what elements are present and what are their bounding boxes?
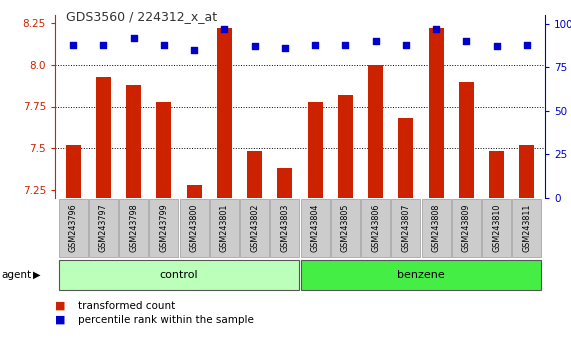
- FancyBboxPatch shape: [300, 260, 541, 290]
- Bar: [217, 28, 232, 354]
- FancyBboxPatch shape: [331, 199, 360, 257]
- Bar: [519, 145, 534, 354]
- Bar: [338, 95, 353, 354]
- Bar: [278, 168, 292, 354]
- Bar: [368, 65, 383, 354]
- FancyBboxPatch shape: [361, 199, 390, 257]
- Text: agent: agent: [1, 270, 31, 280]
- Text: transformed count: transformed count: [78, 301, 175, 311]
- Text: GSM243796: GSM243796: [69, 204, 78, 252]
- Text: GSM243798: GSM243798: [129, 204, 138, 252]
- Point: [492, 44, 501, 49]
- FancyBboxPatch shape: [391, 199, 420, 257]
- Bar: [126, 85, 141, 354]
- Text: GSM243800: GSM243800: [190, 204, 199, 252]
- Point: [99, 42, 108, 47]
- Text: ▶: ▶: [33, 270, 41, 280]
- FancyBboxPatch shape: [180, 199, 208, 257]
- Bar: [247, 152, 262, 354]
- Text: GSM243808: GSM243808: [432, 204, 441, 252]
- Text: GSM243811: GSM243811: [522, 204, 532, 252]
- Bar: [187, 185, 202, 354]
- Point: [401, 42, 411, 47]
- Text: benzene: benzene: [397, 270, 445, 280]
- Text: GSM243807: GSM243807: [401, 204, 411, 252]
- FancyBboxPatch shape: [210, 199, 239, 257]
- Bar: [66, 145, 81, 354]
- Point: [311, 42, 320, 47]
- FancyBboxPatch shape: [421, 199, 451, 257]
- Point: [159, 42, 168, 47]
- Point: [190, 47, 199, 53]
- Text: GSM243805: GSM243805: [341, 204, 350, 252]
- Text: GDS3560 / 224312_x_at: GDS3560 / 224312_x_at: [66, 10, 218, 23]
- Point: [371, 38, 380, 44]
- Bar: [429, 28, 444, 354]
- FancyBboxPatch shape: [59, 199, 88, 257]
- Text: GSM243810: GSM243810: [492, 204, 501, 252]
- FancyBboxPatch shape: [452, 199, 481, 257]
- Text: ■: ■: [55, 315, 66, 325]
- Bar: [459, 81, 474, 354]
- Point: [462, 38, 471, 44]
- Point: [432, 26, 441, 32]
- Point: [220, 26, 229, 32]
- Point: [250, 44, 259, 49]
- Text: GSM243809: GSM243809: [462, 204, 471, 252]
- Text: control: control: [160, 270, 198, 280]
- Text: GSM243803: GSM243803: [280, 204, 289, 252]
- Point: [129, 35, 138, 40]
- FancyBboxPatch shape: [300, 199, 329, 257]
- FancyBboxPatch shape: [89, 199, 118, 257]
- Text: GSM243799: GSM243799: [159, 204, 168, 252]
- Text: GSM243797: GSM243797: [99, 204, 108, 252]
- FancyBboxPatch shape: [270, 199, 299, 257]
- Bar: [156, 102, 171, 354]
- Text: GSM243802: GSM243802: [250, 204, 259, 252]
- FancyBboxPatch shape: [482, 199, 511, 257]
- FancyBboxPatch shape: [59, 260, 299, 290]
- Bar: [308, 102, 323, 354]
- Bar: [399, 118, 413, 354]
- FancyBboxPatch shape: [119, 199, 148, 257]
- Bar: [489, 152, 504, 354]
- Text: percentile rank within the sample: percentile rank within the sample: [78, 315, 254, 325]
- Point: [280, 45, 289, 51]
- Point: [522, 42, 532, 47]
- Text: GSM243806: GSM243806: [371, 204, 380, 252]
- Text: GSM243801: GSM243801: [220, 204, 229, 252]
- FancyBboxPatch shape: [150, 199, 178, 257]
- FancyBboxPatch shape: [512, 199, 541, 257]
- Point: [69, 42, 78, 47]
- Text: GSM243804: GSM243804: [311, 204, 320, 252]
- FancyBboxPatch shape: [240, 199, 269, 257]
- Bar: [96, 76, 111, 354]
- Text: ■: ■: [55, 301, 66, 311]
- Point: [341, 42, 350, 47]
